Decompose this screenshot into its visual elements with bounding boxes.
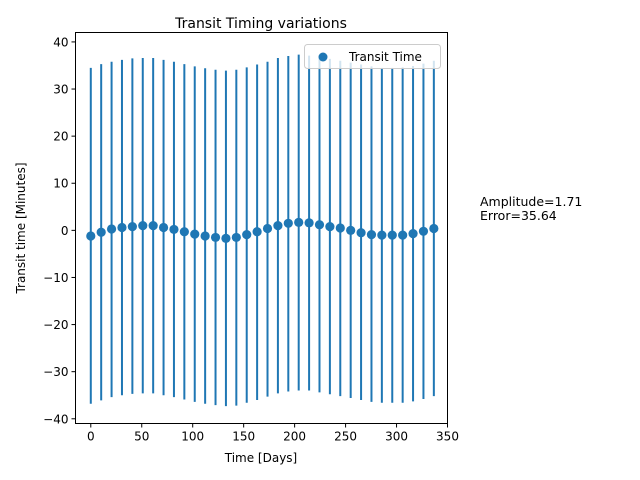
- data-point: [86, 231, 96, 241]
- data-point: [429, 223, 439, 234]
- x-tick-label: 300: [385, 430, 408, 444]
- data-point: [366, 229, 377, 240]
- x-tick-label: 200: [283, 430, 306, 444]
- data-point: [346, 225, 356, 235]
- chart-title: Transit Timing variations: [174, 16, 347, 32]
- data-point: [179, 227, 189, 237]
- data-point: [377, 230, 387, 240]
- data-point: [127, 221, 137, 232]
- x-tick-label: 50: [134, 430, 149, 444]
- y-tick-label: −30: [43, 365, 68, 379]
- error-bars: [89, 54, 435, 407]
- x-tick-label: 100: [181, 430, 204, 444]
- data-point: [190, 229, 200, 239]
- data-point: [408, 229, 418, 239]
- data-point: [314, 220, 325, 230]
- data-point: [262, 223, 273, 234]
- data-point: [221, 233, 231, 243]
- data-point: [387, 230, 397, 240]
- y-tick-label: 0: [61, 224, 69, 238]
- data-point: [210, 232, 221, 243]
- amplitude-text: Amplitude=1.71: [480, 194, 583, 209]
- data-point: [294, 217, 304, 227]
- data-point: [117, 222, 127, 233]
- data-point: [242, 229, 252, 240]
- x-tick-label: 250: [334, 430, 357, 444]
- y-tick-label: −20: [43, 318, 68, 332]
- data-point: [418, 226, 429, 236]
- y-axis-label: Transit time [Minutes]: [14, 162, 28, 294]
- x-tick-label: 0: [87, 430, 95, 444]
- data-point: [283, 218, 293, 228]
- error-text: Error=35.64: [480, 208, 557, 223]
- data-point: [158, 222, 169, 233]
- y-tick-label: −40: [43, 412, 68, 426]
- y-tick-label: 20: [53, 130, 68, 144]
- data-point: [252, 227, 262, 237]
- y-tick-label: −10: [43, 271, 68, 285]
- legend-box: [304, 44, 441, 69]
- data-point: [304, 218, 314, 228]
- data-point: [231, 232, 241, 243]
- legend-marker: [318, 52, 328, 62]
- data-point: [356, 228, 366, 238]
- data-point: [325, 221, 335, 232]
- y-tick-label: 30: [53, 83, 68, 97]
- data-point: [148, 221, 158, 231]
- data-point: [138, 221, 148, 231]
- annotation-box: Amplitude=1.71 Error=35.64: [480, 195, 582, 223]
- data-point: [398, 230, 408, 240]
- legend-label: Transit Time: [348, 50, 422, 64]
- data-point: [169, 224, 179, 235]
- data-point: [106, 224, 117, 234]
- x-axis-ticks: 0 50 100 150 200 250 300 350: [87, 423, 459, 444]
- data-point: [273, 221, 283, 231]
- y-tick-label: 40: [53, 35, 68, 49]
- x-tick-label: 350: [436, 430, 459, 444]
- data-point: [335, 223, 345, 233]
- x-axis-label: Time [Days]: [224, 451, 298, 465]
- data-points: [86, 217, 439, 243]
- data-point: [96, 227, 106, 237]
- axes-frame: [75, 32, 448, 424]
- x-tick-label: 150: [232, 430, 255, 444]
- data-point: [200, 231, 210, 241]
- y-tick-label: 10: [53, 177, 68, 191]
- y-axis-ticks: −40 −30 −20 −10 0 10 20 30 40: [43, 35, 76, 426]
- legend: Transit Time: [304, 44, 441, 69]
